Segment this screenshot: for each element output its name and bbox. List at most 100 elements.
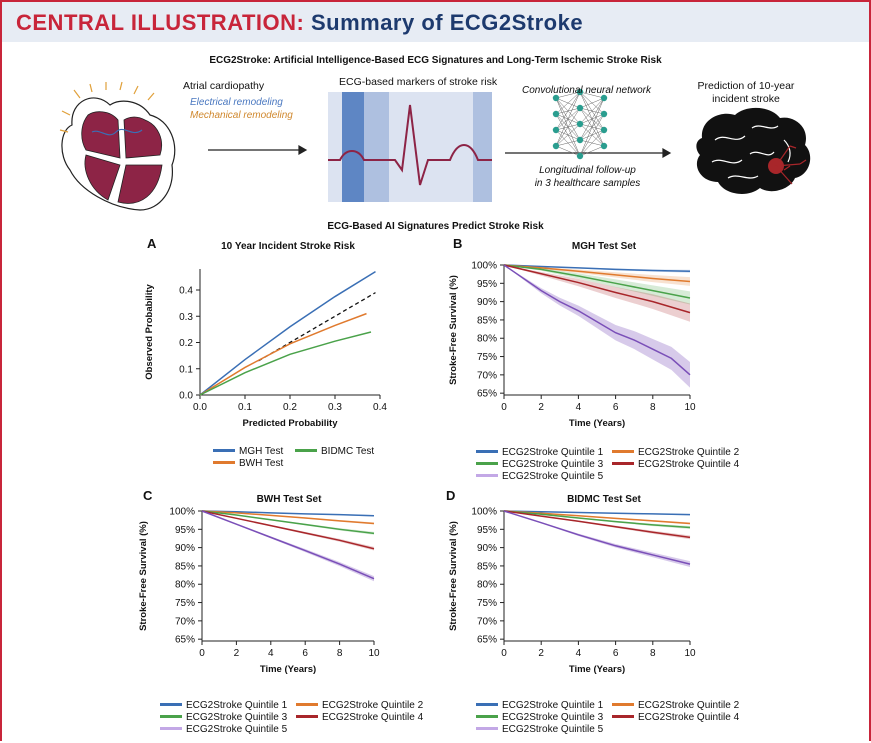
legend-item-q3: ECG2Stroke Quintile 3 [160, 712, 287, 723]
series-line [201, 510, 375, 525]
nn-connection [579, 91, 605, 99]
nn-connection [555, 91, 581, 99]
x-tick-label: 10 [684, 402, 696, 413]
ecg-label: ECG-based markers of stroke risk [339, 76, 498, 88]
legend-swatch [612, 450, 634, 453]
legend-item-q2: ECG2Stroke Quintile 2 [612, 447, 739, 458]
nn-node [600, 126, 608, 134]
nn-connection [555, 91, 581, 115]
x-tick-label: 0 [199, 648, 205, 659]
x-tick-label: 2 [234, 648, 240, 659]
x-tick-label: 0 [501, 648, 507, 659]
y-tick-label: 70% [477, 370, 497, 381]
y-tick-label: 0.3 [179, 312, 193, 323]
panel-letter-d: D [446, 488, 456, 503]
nn-node [576, 88, 584, 96]
series-line [199, 331, 372, 396]
series-line [503, 510, 691, 529]
series-line [503, 264, 691, 376]
neural-network-icon [552, 88, 608, 160]
legend-item-q2: ECG2Stroke Quintile 2 [612, 700, 739, 711]
chart-a-calibration: 0.0 0.1 0.2 0.3 0.4 0.0 0.1 0.2 0.3 0.4 Predicted … [144, 269, 387, 429]
legend-label: ECG2Stroke Quintile 3 [186, 712, 288, 723]
nn-connection [579, 97, 605, 157]
legend-label: ECG2Stroke Quintile 1 [502, 447, 604, 458]
legend-swatch [476, 474, 498, 477]
ecg-trace-icon [328, 92, 492, 202]
series-line [201, 510, 375, 550]
legend-label: BIDMC Test [321, 446, 375, 457]
legend-swatch [296, 715, 318, 718]
y-tick-label: 70% [175, 616, 195, 627]
y-tick-label: 65% [477, 389, 497, 400]
x-tick-label: 8 [337, 648, 343, 659]
nn-node [552, 110, 560, 118]
nn-connection [555, 107, 581, 147]
legend-label: ECG2Stroke Quintile 3 [502, 712, 604, 723]
panel-letter-a: A [147, 236, 157, 251]
nn-connection [579, 97, 605, 125]
legend-item-q4: ECG2Stroke Quintile 4 [612, 712, 739, 723]
y-tick-label: 95% [477, 279, 497, 290]
x-axis-label: Time (Years) [569, 664, 625, 675]
x-tick-label: 0.0 [193, 402, 207, 413]
legend-label: ECG2Stroke Quintile 2 [322, 700, 424, 711]
panel-letter-b: B [453, 236, 463, 251]
legend-swatch [295, 449, 317, 452]
y-tick-label: 100% [471, 507, 497, 518]
nn-connection [579, 113, 605, 157]
legend-swatch [476, 727, 498, 730]
legend-item-q2: ECG2Stroke Quintile 2 [296, 700, 423, 711]
banner-title-main: Summary of ECG2Stroke [310, 10, 584, 35]
series-line [201, 510, 375, 580]
nn-connection [555, 91, 581, 131]
legend-swatch [612, 703, 634, 706]
x-axis-label: Predicted Probability [242, 418, 338, 429]
legend-item-bwh: BWH Test [213, 458, 283, 469]
brain-icon [696, 107, 811, 194]
chart-b-mgh-survival: 0 2 4 6 8 10 65% 70% 75% 80% 85% 90% 95% 100% Time (Ye… [448, 261, 696, 430]
legend-item-q4: ECG2Stroke Quintile 4 [612, 459, 739, 470]
nn-node [552, 126, 560, 134]
legend-item-mgh: MGH Test [213, 446, 283, 457]
legend-label: ECG2Stroke Quintile 3 [502, 459, 604, 470]
legend-swatch [296, 703, 318, 706]
y-tick-label: 0.4 [179, 286, 193, 297]
y-tick-label: 100% [471, 261, 497, 272]
series-line [503, 510, 691, 539]
series-line [503, 264, 691, 299]
banner: CENTRAL ILLUSTRATION: Summary of ECG2Str… [2, 2, 869, 42]
nn-connection [555, 145, 581, 157]
nn-node [600, 110, 608, 118]
legend-swatch [476, 703, 498, 706]
y-tick-label: 75% [175, 598, 195, 609]
banner-title-prefix: CENTRAL ILLUSTRATION: [16, 10, 305, 35]
figure-subtitle: ECG2Stroke: Artificial Intelligence-Base… [209, 55, 662, 66]
x-axis-label: Time (Years) [569, 418, 625, 429]
legend-label: ECG2Stroke Quintile 4 [322, 712, 424, 723]
legend-label: ECG2Stroke Quintile 5 [502, 724, 604, 735]
x-tick-label: 6 [302, 648, 308, 659]
section-title: ECG-Based AI Signatures Predict Stroke R… [327, 221, 544, 232]
x-axis-label: Time (Years) [260, 664, 316, 675]
y-tick-label: 70% [477, 616, 497, 627]
x-tick-label: 0.2 [283, 402, 297, 413]
prediction-line1: Prediction of 10-year [697, 80, 795, 92]
legend-item-q5: ECG2Stroke Quintile 5 [160, 724, 287, 735]
legend-item-q4: ECG2Stroke Quintile 4 [296, 712, 423, 723]
nn-connection [579, 97, 605, 109]
y-tick-label: 75% [477, 352, 497, 363]
x-tick-label: 10 [368, 648, 380, 659]
legend-label: ECG2Stroke Quintile 5 [502, 471, 604, 482]
followup-line2: in 3 healthcare samples [534, 178, 641, 189]
y-tick-label: 65% [175, 635, 195, 646]
legend-swatch [476, 715, 498, 718]
legend-label: ECG2Stroke Quintile 2 [638, 447, 740, 458]
series-line [199, 312, 367, 396]
y-tick-label: 0.1 [179, 364, 193, 375]
legend-item-q3: ECG2Stroke Quintile 3 [476, 459, 603, 470]
legend-label: BWH Test [239, 458, 284, 469]
legend-swatch [213, 449, 235, 452]
heart-icon [59, 81, 176, 211]
